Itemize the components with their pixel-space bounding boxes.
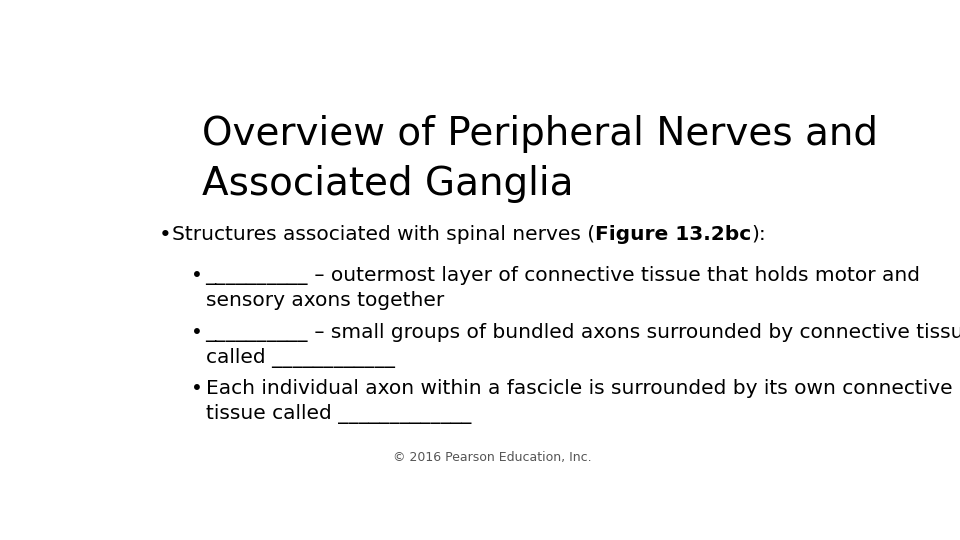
Text: – outermost layer of connective tissue that holds motor and: – outermost layer of connective tissue t… <box>308 266 920 286</box>
Text: Overview of Peripheral Nerves and: Overview of Peripheral Nerves and <box>202 114 877 153</box>
Text: ):: ): <box>752 225 766 244</box>
Text: •: • <box>191 379 203 398</box>
Text: – small groups of bundled axons surrounded by connective tissue: – small groups of bundled axons surround… <box>308 323 960 342</box>
Text: Associated Ganglia: Associated Ganglia <box>202 165 573 202</box>
Text: Structures associated with spinal nerves (: Structures associated with spinal nerves… <box>172 225 595 244</box>
Text: __________: __________ <box>205 266 308 286</box>
Text: __________: __________ <box>205 323 308 342</box>
Text: © 2016 Pearson Education, Inc.: © 2016 Pearson Education, Inc. <box>393 451 591 464</box>
Text: tissue called _____________: tissue called _____________ <box>205 404 471 424</box>
Text: •: • <box>158 225 172 245</box>
Text: sensory axons together: sensory axons together <box>205 292 444 310</box>
Text: Figure 13.2bc: Figure 13.2bc <box>595 225 752 244</box>
Text: called ____________: called ____________ <box>205 348 395 368</box>
Text: •: • <box>191 323 203 342</box>
Text: •: • <box>191 266 203 286</box>
Text: Each individual axon within a fascicle is surrounded by its own connective: Each individual axon within a fascicle i… <box>205 379 952 398</box>
